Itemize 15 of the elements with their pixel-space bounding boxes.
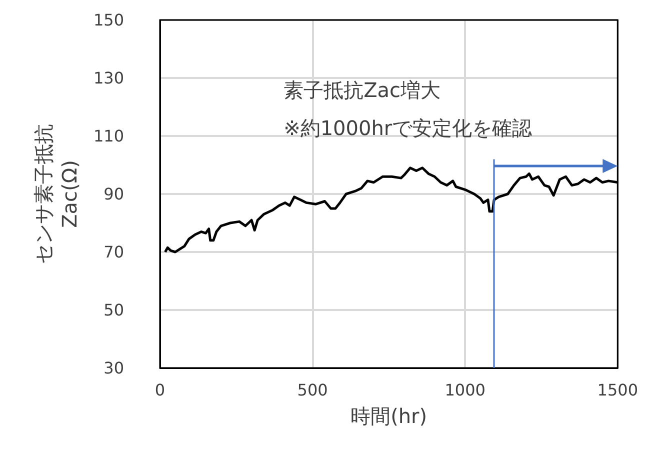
y-tick-label: 90 xyxy=(104,184,124,204)
y-tick-label: 30 xyxy=(104,358,124,378)
x-tick-label: 1000 xyxy=(444,380,486,400)
x-tick-label: 500 xyxy=(297,380,328,400)
annotation: 素子抵抗Zac増大 xyxy=(284,78,441,102)
y-axis-title: センサ素子抵抗 Zac(Ω) xyxy=(32,124,82,264)
y-tick-label: 50 xyxy=(104,300,124,320)
x-tick-label: 0 xyxy=(154,380,166,400)
x-axis-title: 時間(hr) xyxy=(350,404,428,428)
y-tick-label: 130 xyxy=(93,68,124,88)
y-tick-label: 150 xyxy=(93,10,124,30)
y-tick-label: 70 xyxy=(104,242,124,262)
x-tick-label: 1500 xyxy=(597,380,638,400)
annotation: ※約1000hrで安定化を確認 xyxy=(284,116,532,140)
y-tick-label: 110 xyxy=(93,126,124,146)
